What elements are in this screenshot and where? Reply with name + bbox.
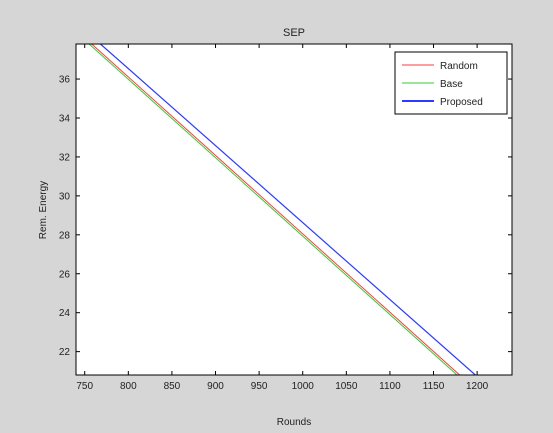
x-tick-label: 800 [120, 381, 137, 392]
x-tick-label: 750 [76, 381, 93, 392]
y-tick-label: 32 [59, 152, 71, 163]
y-tick-label: 28 [59, 230, 71, 241]
x-tick-label: 950 [251, 381, 268, 392]
x-tick-label: 1200 [466, 381, 489, 392]
x-tick-label: 1100 [379, 381, 401, 392]
legend-label-proposed: Proposed [440, 97, 483, 108]
chart-title: SEP [283, 27, 305, 39]
series-line-base [88, 44, 458, 375]
y-tick-label: 36 [59, 75, 71, 86]
x-tick-label: 1000 [292, 381, 315, 392]
y-tick-label: 30 [59, 191, 71, 202]
series-line-random [91, 44, 461, 375]
y-axis-label: Rem. Energy [38, 181, 49, 239]
series-layer [88, 44, 476, 375]
plot-frame [75, 43, 513, 376]
ticks-layer: 750 800 850 900 950 1000 1050 1100 1150 1200 22 24 2… [59, 44, 512, 392]
y-tick-label: 22 [59, 347, 71, 358]
x-tick-label: 900 [207, 381, 224, 392]
x-tick-label: 1050 [335, 381, 358, 392]
legend: Random Base Proposed [394, 51, 508, 115]
x-tick-label: 850 [164, 381, 181, 392]
y-tick-label: 24 [59, 308, 71, 319]
y-tick-label: 26 [59, 269, 71, 280]
x-axis-label: Rounds [277, 417, 311, 428]
legend-label-random: Random [440, 61, 478, 72]
y-tick-label: 34 [59, 113, 71, 124]
x-tick-label: 1150 [423, 381, 445, 392]
series-line-proposed [100, 44, 476, 375]
legend-label-base: Base [440, 79, 463, 90]
